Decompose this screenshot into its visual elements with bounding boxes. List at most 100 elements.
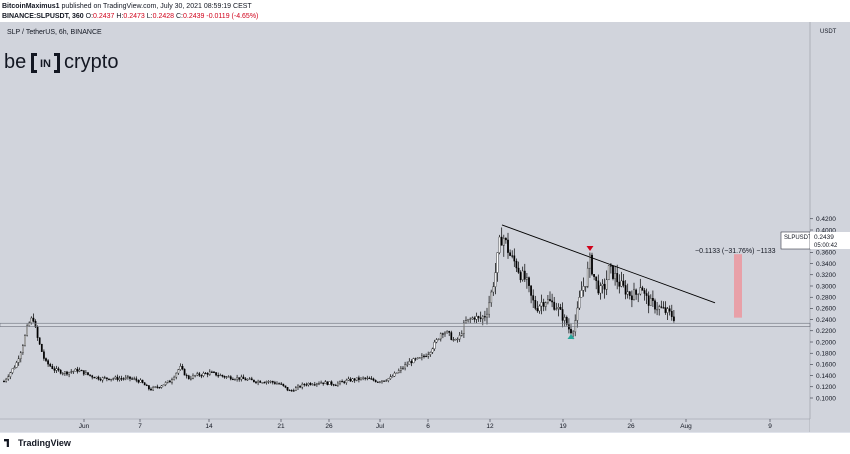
x-tick-label: 7 xyxy=(138,423,142,430)
candle-body xyxy=(187,375,190,380)
candle-body xyxy=(173,376,175,380)
candle-body xyxy=(185,374,188,377)
candle-body xyxy=(141,379,144,383)
candle-body xyxy=(425,355,427,358)
candle-body xyxy=(349,378,352,382)
candle-body xyxy=(87,372,89,375)
candle-body xyxy=(5,378,7,382)
candle-body xyxy=(469,318,472,320)
candle-body xyxy=(13,367,16,370)
candle-body xyxy=(175,372,178,378)
publisher-name[interactable]: BitcoinMaximus1 xyxy=(2,3,60,10)
candle-body xyxy=(320,382,322,384)
candle-body xyxy=(561,309,564,321)
candle-body xyxy=(211,371,213,373)
candle-body xyxy=(397,370,400,374)
candle-body xyxy=(145,384,148,387)
candle-body xyxy=(116,376,119,380)
candle-body xyxy=(127,376,129,378)
candle-body xyxy=(284,385,287,388)
candle-body xyxy=(124,377,127,379)
candle-body xyxy=(171,379,173,383)
candle-body xyxy=(154,386,157,388)
candle-body xyxy=(515,260,518,269)
candle-body xyxy=(95,376,98,379)
x-tick-label: 12 xyxy=(486,423,494,430)
candle-body xyxy=(244,378,247,381)
candle-body xyxy=(589,254,591,269)
candle-body xyxy=(257,380,259,383)
candle-body xyxy=(404,364,406,369)
candle-body xyxy=(208,371,211,375)
candle-body xyxy=(582,286,585,291)
candle-body xyxy=(358,377,360,380)
candle-body xyxy=(603,283,606,290)
candle-body xyxy=(192,375,194,379)
candle-body xyxy=(416,357,419,359)
candle-body xyxy=(574,320,577,333)
candle-body xyxy=(452,339,455,341)
candle-body xyxy=(565,317,568,325)
symbol-info: BINANCE:SLPUSDT, 360 xyxy=(2,13,84,20)
candle-body xyxy=(460,333,463,336)
candle-body xyxy=(521,270,524,281)
candle-body xyxy=(614,273,616,279)
candle-body xyxy=(200,375,203,377)
candle-body xyxy=(225,376,228,378)
tradingview-logo[interactable]: TradingView xyxy=(4,438,71,448)
candle-body xyxy=(662,307,665,309)
y-tick-label: 0.4200 xyxy=(816,216,836,223)
candle-body xyxy=(76,368,79,372)
candle-body xyxy=(51,365,54,369)
candle-body xyxy=(282,383,285,386)
measure-label: −0.1133 (−31.76%) −1133 xyxy=(695,248,776,255)
candle-body xyxy=(418,357,421,359)
candle-body xyxy=(475,316,478,320)
candle-body xyxy=(507,239,509,253)
candle-body xyxy=(572,331,574,334)
candle-body xyxy=(158,387,161,389)
candle-body xyxy=(120,378,123,380)
x-tick-label: Aug xyxy=(680,423,692,430)
candle-body xyxy=(660,306,663,308)
candle-body xyxy=(612,265,614,279)
candle-body xyxy=(38,337,41,345)
candle-body xyxy=(668,308,671,312)
candle-body xyxy=(607,265,610,280)
candle-body xyxy=(448,330,451,333)
candle-body xyxy=(477,316,480,318)
candle-body xyxy=(89,374,91,376)
candle-body xyxy=(563,317,566,321)
candle-body xyxy=(299,385,301,388)
candle-body xyxy=(427,354,430,357)
candle-body xyxy=(190,378,192,380)
candle-body xyxy=(278,383,280,385)
y-tick-label: 0.1000 xyxy=(816,395,836,402)
candle-body xyxy=(74,368,77,372)
candle-body xyxy=(61,373,64,375)
candle-body xyxy=(53,368,56,371)
candle-body xyxy=(555,308,558,310)
candle-body xyxy=(586,267,589,287)
candle-body xyxy=(32,317,35,322)
candle-body xyxy=(601,283,604,286)
descending-resistance-line xyxy=(501,224,716,304)
candle-body xyxy=(595,276,598,281)
price-chart[interactable]: SLP / TetherUS, 6h, BINANCE be IN crypto… xyxy=(0,22,850,432)
candle-body xyxy=(339,381,341,384)
candle-body xyxy=(654,300,656,310)
last-price-label: SLPUSDT 0.2439 05:00:42 xyxy=(780,231,850,250)
candle-body xyxy=(242,376,245,379)
candle-body xyxy=(303,383,306,386)
candle-body xyxy=(292,390,295,392)
candle-body xyxy=(467,318,469,321)
candle-body xyxy=(540,302,543,307)
candle-body xyxy=(376,381,379,383)
candle-body xyxy=(343,381,346,383)
candle-body xyxy=(259,380,262,383)
brand-crypto: crypto xyxy=(64,51,118,73)
publish-info: BitcoinMaximus1 published on TradingView… xyxy=(2,2,252,11)
candle-body xyxy=(622,280,625,286)
candle-body xyxy=(80,369,83,372)
candle-body xyxy=(421,355,423,358)
